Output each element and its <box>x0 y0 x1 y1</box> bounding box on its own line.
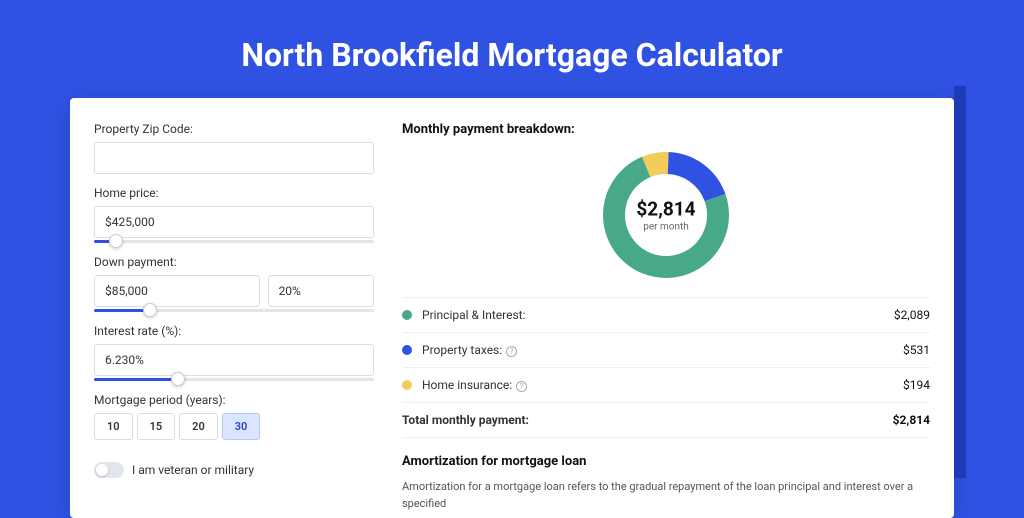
period-buttons: 10152030 <box>94 413 374 440</box>
down-amount-input[interactable] <box>94 275 260 307</box>
breakdown-name: Home insurance:? <box>422 378 903 392</box>
breakdown-value: $2,089 <box>894 308 930 322</box>
breakdown-value: $194 <box>903 378 930 392</box>
down-slider[interactable] <box>94 309 374 312</box>
amortization-title: Amortization for mortgage loan <box>402 454 930 469</box>
period-button-30[interactable]: 30 <box>222 413 261 440</box>
payment-donut-chart: $2,814 per month <box>602 151 730 279</box>
price-slider[interactable] <box>94 240 374 243</box>
breakdown-row: Principal & Interest:$2,089 <box>402 298 930 333</box>
down-percent-input[interactable] <box>268 275 374 307</box>
period-button-20[interactable]: 20 <box>179 413 218 440</box>
breakdown-total-row: Total monthly payment:$2,814 <box>402 403 930 438</box>
zip-input[interactable] <box>94 142 374 174</box>
period-button-15[interactable]: 15 <box>137 413 176 440</box>
breakdown-list: Principal & Interest:$2,089Property taxe… <box>402 297 930 438</box>
period-label: Mortgage period (years): <box>94 393 374 407</box>
period-button-10[interactable]: 10 <box>94 413 133 440</box>
rate-input[interactable] <box>94 344 374 376</box>
rate-slider[interactable] <box>94 378 374 381</box>
total-label: Total monthly payment: <box>402 413 893 427</box>
breakdown-name: Property taxes:? <box>422 343 903 357</box>
donut-total: $2,814 <box>636 198 695 221</box>
info-icon[interactable]: ? <box>506 346 517 357</box>
input-panel: Property Zip Code: Home price: Down paym… <box>94 122 374 494</box>
breakdown-row: Home insurance:?$194 <box>402 368 930 403</box>
down-label: Down payment: <box>94 255 374 269</box>
total-value: $2,814 <box>893 413 930 427</box>
calculator-card: Property Zip Code: Home price: Down paym… <box>70 98 954 518</box>
price-label: Home price: <box>94 186 374 200</box>
breakdown-title: Monthly payment breakdown: <box>402 122 930 137</box>
breakdown-panel: Monthly payment breakdown: $2,814 per mo… <box>402 122 930 494</box>
breakdown-value: $531 <box>903 343 930 357</box>
page-title: North Brookfield Mortgage Calculator <box>0 0 1024 98</box>
breakdown-row: Property taxes:?$531 <box>402 333 930 368</box>
rate-label: Interest rate (%): <box>94 324 374 338</box>
price-input[interactable] <box>94 206 374 238</box>
amortization-text: Amortization for a mortgage loan refers … <box>402 479 930 512</box>
color-dot <box>402 310 412 320</box>
color-dot <box>402 345 412 355</box>
info-icon[interactable]: ? <box>516 381 527 392</box>
veteran-toggle[interactable] <box>94 462 124 478</box>
breakdown-name: Principal & Interest: <box>422 308 894 322</box>
zip-label: Property Zip Code: <box>94 122 374 136</box>
color-dot <box>402 380 412 390</box>
veteran-label: I am veteran or military <box>132 463 254 477</box>
donut-sub: per month <box>636 222 695 233</box>
